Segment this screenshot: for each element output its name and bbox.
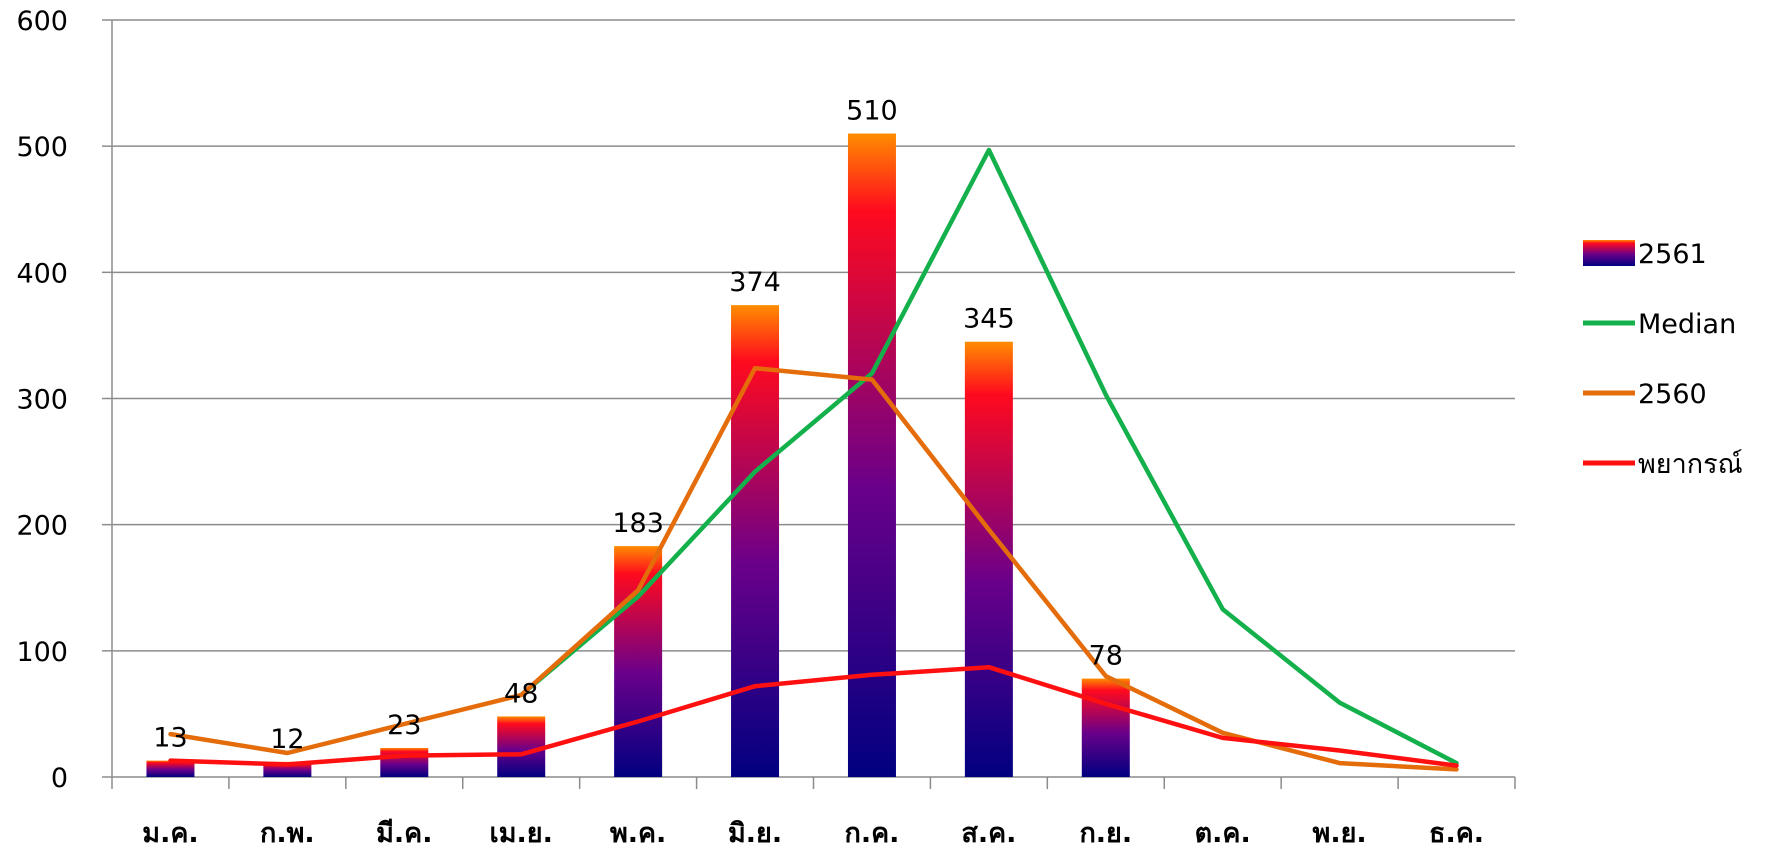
bar — [497, 716, 546, 777]
legend-item: 2561 — [1583, 239, 1707, 270]
x-tick-label: ส.ค. — [961, 818, 1016, 849]
x-tick-label: ม.ค. — [142, 818, 198, 849]
legend-swatch — [1583, 240, 1635, 266]
gridlines — [112, 19, 1515, 652]
legend-item: Median — [1583, 309, 1736, 340]
axes: 0 100 200 300 400 500 600 ม.ค. ก.พ. มี.ค. เม.ย. พ.ค… — [16, 6, 1516, 849]
bar — [146, 760, 195, 777]
legend-label: Median — [1638, 309, 1736, 340]
data-label: 510 — [846, 96, 898, 127]
y-tick-label: 100 — [16, 637, 68, 668]
legend-item: พยากรณ์ — [1583, 448, 1743, 480]
x-tick-label: มี.ค. — [376, 818, 432, 849]
x-tick-label: ก.พ. — [260, 818, 315, 849]
x-tick-label: เม.ย. — [490, 818, 553, 849]
x-tick-label: ก.ย. — [1079, 818, 1132, 849]
data-label: 374 — [729, 267, 781, 298]
data-labels: 13 12 23 48 183 374 510 345 78 — [153, 96, 1123, 755]
data-label: 345 — [963, 304, 1015, 335]
y-tick-label: 600 — [16, 6, 68, 37]
legend-label: 2560 — [1638, 379, 1707, 410]
legend-item: 2560 — [1583, 379, 1707, 410]
x-tick-label: พ.ค. — [610, 818, 666, 849]
bar — [847, 133, 896, 778]
bar — [964, 341, 1013, 777]
legend-label: 2561 — [1638, 239, 1707, 270]
legend: 2561 Median 2560 พยากรณ์ — [1583, 239, 1743, 480]
x-tick-label: พ.ย. — [1313, 818, 1367, 849]
y-tick-label: 500 — [16, 132, 68, 163]
bar-series — [146, 133, 1130, 778]
x-tick-label: ธ.ค. — [1429, 818, 1484, 849]
y-tick-label: 200 — [16, 511, 68, 542]
legend-label: พยากรณ์ — [1638, 448, 1743, 480]
bar — [731, 305, 780, 777]
x-tick-label: ต.ค. — [1195, 818, 1251, 849]
bar — [614, 546, 663, 777]
data-label: 13 — [153, 723, 187, 754]
bar — [1081, 678, 1130, 777]
y-tick-label: 400 — [16, 258, 68, 289]
y-tick-label: 0 — [51, 763, 68, 794]
line-series-Median — [518, 147, 1459, 766]
data-label: 183 — [612, 508, 664, 539]
line-series-2560 — [168, 365, 1459, 772]
data-label: 23 — [387, 710, 421, 741]
data-label: 12 — [270, 724, 304, 755]
data-label: 48 — [504, 678, 538, 709]
x-tick-label: มิ.ย. — [728, 818, 782, 849]
line-series — [168, 147, 1459, 772]
bar — [380, 747, 429, 777]
y-tick-label: 300 — [16, 385, 68, 416]
line-series-พยากรณ์ — [168, 664, 1459, 768]
x-tick-label: ก.ค. — [844, 818, 899, 849]
data-label: 78 — [1089, 641, 1123, 672]
